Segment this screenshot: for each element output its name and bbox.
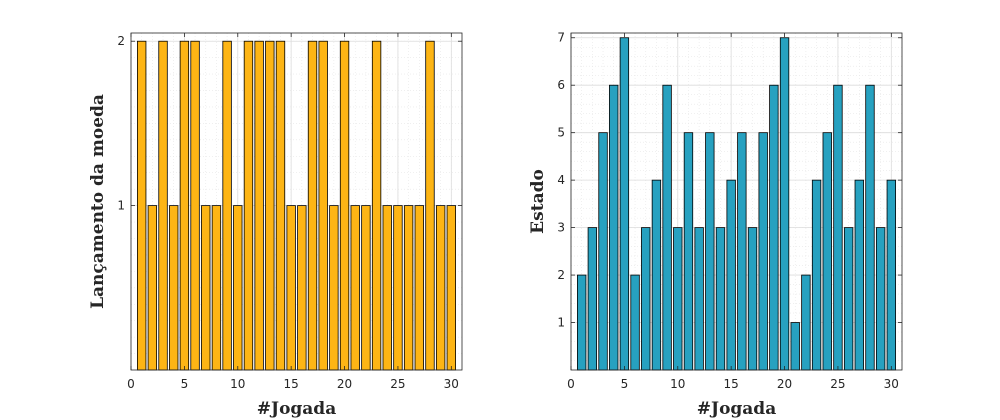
- bar: [694, 227, 704, 371]
- bar: [577, 274, 587, 371]
- bar: [651, 179, 662, 371]
- bar: [297, 205, 307, 371]
- y-axis-label: Estado: [528, 169, 548, 234]
- y-tick-label: 1: [557, 316, 565, 330]
- axes-box: [570, 32, 903, 371]
- bar: [158, 40, 168, 371]
- y-tick-label: 6: [557, 78, 565, 92]
- bar: [886, 179, 896, 371]
- bar: [382, 205, 392, 371]
- bar: [790, 322, 800, 371]
- bar: [779, 37, 790, 371]
- x-tick-label: 10: [670, 377, 685, 391]
- bar: [318, 40, 328, 371]
- bar: [361, 205, 371, 371]
- bar: [854, 179, 864, 371]
- bar: [875, 227, 886, 371]
- bar: [587, 227, 598, 371]
- y-tick-label: 2: [557, 268, 565, 282]
- bar: [201, 205, 211, 371]
- x-tick-label: 15: [284, 377, 299, 391]
- bar: [758, 132, 768, 371]
- bar: [137, 40, 147, 371]
- bar: [222, 40, 232, 371]
- bar: [715, 227, 726, 371]
- bar: [211, 205, 222, 371]
- bar: [865, 84, 875, 371]
- bar: [609, 84, 619, 371]
- bar: [811, 179, 822, 371]
- bar: [265, 40, 275, 371]
- axes-box: [130, 32, 463, 371]
- x-tick-label: 25: [830, 377, 845, 391]
- bar: [843, 227, 854, 371]
- x-tick-label: 5: [181, 377, 189, 391]
- x-axis-label: #Jogada: [697, 399, 776, 419]
- bar: [683, 132, 694, 371]
- y-axis-label: Lançamento da moeda: [88, 94, 108, 309]
- x-tick-label: 10: [230, 377, 245, 391]
- bar: [619, 37, 630, 371]
- y-tick-label: 2: [117, 34, 125, 48]
- bar: [179, 40, 190, 371]
- bar: [286, 205, 296, 371]
- bar: [747, 227, 758, 371]
- bar: [233, 205, 243, 371]
- x-tick-label: 30: [444, 377, 459, 391]
- x-tick-label: 15: [724, 377, 739, 391]
- chart-2: 0 5 10 15 20 25 30 1 2 3 4 5 6 7 #Jogada Estado: [528, 31, 903, 419]
- bar: [673, 227, 683, 371]
- bar: [393, 205, 403, 371]
- bar: [630, 274, 640, 371]
- x-tick-label: 0: [567, 377, 575, 391]
- bar: [705, 132, 715, 371]
- x-tick-label: 5: [621, 377, 629, 391]
- y-tick-label: 4: [557, 173, 565, 187]
- bar: [190, 40, 200, 371]
- x-tick-label: 25: [390, 377, 405, 391]
- bar: [769, 84, 779, 371]
- x-tick-label: 0: [127, 377, 135, 391]
- x-tick-label: 20: [337, 377, 352, 391]
- bar: [243, 40, 254, 371]
- bar: [446, 205, 456, 371]
- bar: [822, 132, 832, 371]
- bar: [350, 205, 360, 371]
- y-tick-label: 7: [557, 31, 565, 45]
- bar: [147, 205, 158, 371]
- bar: [641, 227, 651, 371]
- bar: [435, 205, 446, 371]
- bar: [339, 40, 350, 371]
- x-tick-label: 20: [777, 377, 792, 391]
- bar: [254, 40, 264, 371]
- bar: [307, 40, 318, 371]
- bar: [275, 40, 286, 371]
- bar: [662, 84, 672, 371]
- bar: [414, 205, 424, 371]
- bar: [726, 179, 736, 371]
- bar: [425, 40, 435, 371]
- y-tick-label: 5: [557, 126, 565, 140]
- bar: [403, 205, 414, 371]
- bar: [169, 205, 179, 371]
- bar: [801, 274, 811, 371]
- chart-1: 0 5 10 15 20 25 30 1 2 #Jogada Lançamento da moeda: [88, 32, 463, 419]
- y-tick-label: 3: [557, 221, 565, 235]
- bar: [598, 132, 608, 371]
- bar: [737, 132, 747, 371]
- x-axis-label: #Jogada: [257, 399, 336, 419]
- bar: [833, 84, 843, 371]
- x-tick-label: 30: [884, 377, 899, 391]
- y-tick-label: 1: [117, 199, 125, 213]
- bar: [329, 205, 339, 371]
- bar: [371, 40, 382, 371]
